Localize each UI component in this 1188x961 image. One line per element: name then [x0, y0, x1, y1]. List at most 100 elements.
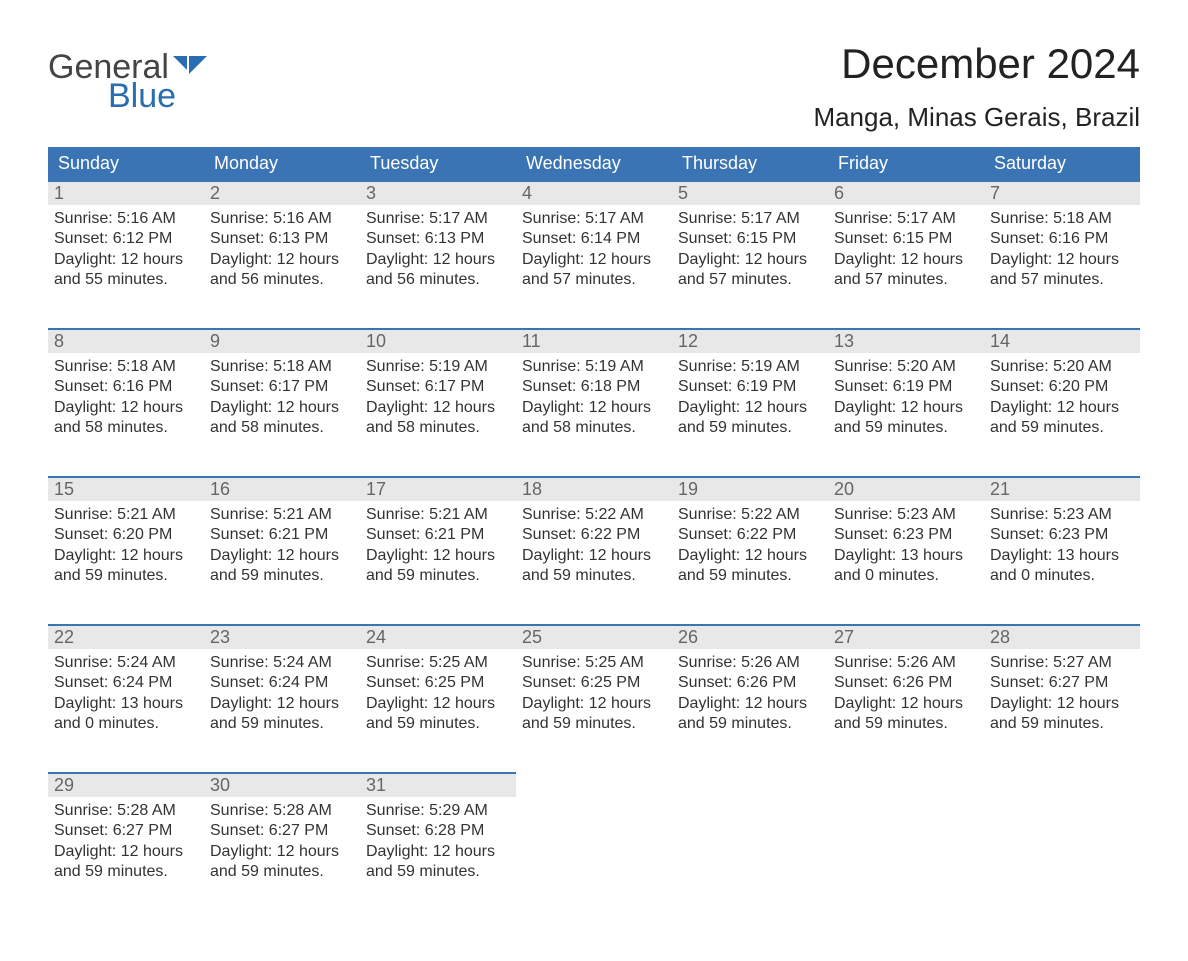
day-number: 16	[204, 478, 360, 501]
day-details: Sunrise: 5:18 AMSunset: 6:17 PMDaylight:…	[204, 353, 360, 443]
sunset-line: Sunset: 6:16 PM	[54, 377, 198, 397]
day-details: Sunrise: 5:22 AMSunset: 6:22 PMDaylight:…	[516, 501, 672, 591]
day-cell: 23Sunrise: 5:24 AMSunset: 6:24 PMDayligh…	[204, 625, 360, 773]
sunrise-line: Sunrise: 5:22 AM	[678, 505, 822, 525]
sunrise-line: Sunrise: 5:26 AM	[678, 653, 822, 673]
sunset-line: Sunset: 6:27 PM	[54, 821, 198, 841]
sunset-line: Sunset: 6:19 PM	[834, 377, 978, 397]
sunrise-line: Sunrise: 5:23 AM	[834, 505, 978, 525]
header-row: General Blue December 2024 Manga, Minas …	[48, 40, 1140, 133]
day-number: 22	[48, 626, 204, 649]
sunrise-line: Sunrise: 5:26 AM	[834, 653, 978, 673]
day-details: Sunrise: 5:23 AMSunset: 6:23 PMDaylight:…	[828, 501, 984, 591]
day-details: Sunrise: 5:28 AMSunset: 6:27 PMDaylight:…	[204, 797, 360, 887]
calendar-table: SundayMondayTuesdayWednesdayThursdayFrid…	[48, 147, 1140, 921]
sunset-line: Sunset: 6:22 PM	[678, 525, 822, 545]
day-number: 13	[828, 330, 984, 353]
weekday-header: Tuesday	[360, 147, 516, 181]
sunset-line: Sunset: 6:15 PM	[678, 229, 822, 249]
sunrise-line: Sunrise: 5:21 AM	[54, 505, 198, 525]
day-number: 30	[204, 774, 360, 797]
daylight-line: Daylight: 12 hours and 55 minutes.	[54, 250, 198, 291]
calendar-body: 1Sunrise: 5:16 AMSunset: 6:12 PMDaylight…	[48, 181, 1140, 921]
header-right: December 2024 Manga, Minas Gerais, Brazi…	[813, 40, 1140, 133]
day-details: Sunrise: 5:26 AMSunset: 6:26 PMDaylight:…	[672, 649, 828, 739]
day-number: 15	[48, 478, 204, 501]
calendar-week-row: 29Sunrise: 5:28 AMSunset: 6:27 PMDayligh…	[48, 773, 1140, 921]
daylight-line: Daylight: 12 hours and 59 minutes.	[834, 694, 978, 735]
day-cell: 12Sunrise: 5:19 AMSunset: 6:19 PMDayligh…	[672, 329, 828, 477]
day-cell: 20Sunrise: 5:23 AMSunset: 6:23 PMDayligh…	[828, 477, 984, 625]
day-cell: 18Sunrise: 5:22 AMSunset: 6:22 PMDayligh…	[516, 477, 672, 625]
day-cell: 22Sunrise: 5:24 AMSunset: 6:24 PMDayligh…	[48, 625, 204, 773]
day-details: Sunrise: 5:16 AMSunset: 6:13 PMDaylight:…	[204, 205, 360, 295]
day-number: 31	[360, 774, 516, 797]
day-details: Sunrise: 5:19 AMSunset: 6:17 PMDaylight:…	[360, 353, 516, 443]
sunset-line: Sunset: 6:22 PM	[522, 525, 666, 545]
day-details: Sunrise: 5:25 AMSunset: 6:25 PMDaylight:…	[516, 649, 672, 739]
day-details: Sunrise: 5:17 AMSunset: 6:13 PMDaylight:…	[360, 205, 516, 295]
day-details: Sunrise: 5:19 AMSunset: 6:19 PMDaylight:…	[672, 353, 828, 443]
daylight-line: Daylight: 12 hours and 59 minutes.	[54, 546, 198, 587]
sunrise-line: Sunrise: 5:25 AM	[366, 653, 510, 673]
day-details: Sunrise: 5:21 AMSunset: 6:20 PMDaylight:…	[48, 501, 204, 591]
sunrise-line: Sunrise: 5:20 AM	[990, 357, 1134, 377]
daylight-line: Daylight: 12 hours and 59 minutes.	[990, 398, 1134, 439]
daylight-line: Daylight: 12 hours and 59 minutes.	[834, 398, 978, 439]
weekday-header: Wednesday	[516, 147, 672, 181]
day-details: Sunrise: 5:20 AMSunset: 6:20 PMDaylight:…	[984, 353, 1140, 443]
day-details: Sunrise: 5:27 AMSunset: 6:27 PMDaylight:…	[984, 649, 1140, 739]
daylight-line: Daylight: 12 hours and 59 minutes.	[522, 546, 666, 587]
sunrise-line: Sunrise: 5:17 AM	[834, 209, 978, 229]
empty-cell	[516, 773, 672, 921]
day-number: 17	[360, 478, 516, 501]
sunrise-line: Sunrise: 5:28 AM	[210, 801, 354, 821]
sunset-line: Sunset: 6:17 PM	[210, 377, 354, 397]
calendar-week-row: 15Sunrise: 5:21 AMSunset: 6:20 PMDayligh…	[48, 477, 1140, 625]
sunset-line: Sunset: 6:19 PM	[678, 377, 822, 397]
day-cell: 14Sunrise: 5:20 AMSunset: 6:20 PMDayligh…	[984, 329, 1140, 477]
day-cell: 27Sunrise: 5:26 AMSunset: 6:26 PMDayligh…	[828, 625, 984, 773]
day-details: Sunrise: 5:16 AMSunset: 6:12 PMDaylight:…	[48, 205, 204, 295]
sunset-line: Sunset: 6:20 PM	[54, 525, 198, 545]
sunset-line: Sunset: 6:27 PM	[990, 673, 1134, 693]
month-title: December 2024	[813, 40, 1140, 88]
sunrise-line: Sunrise: 5:18 AM	[54, 357, 198, 377]
sunset-line: Sunset: 6:16 PM	[990, 229, 1134, 249]
day-cell: 5Sunrise: 5:17 AMSunset: 6:15 PMDaylight…	[672, 181, 828, 329]
day-cell: 24Sunrise: 5:25 AMSunset: 6:25 PMDayligh…	[360, 625, 516, 773]
weekday-header: Saturday	[984, 147, 1140, 181]
day-details: Sunrise: 5:21 AMSunset: 6:21 PMDaylight:…	[204, 501, 360, 591]
day-details: Sunrise: 5:26 AMSunset: 6:26 PMDaylight:…	[828, 649, 984, 739]
day-cell: 1Sunrise: 5:16 AMSunset: 6:12 PMDaylight…	[48, 181, 204, 329]
sunrise-line: Sunrise: 5:19 AM	[522, 357, 666, 377]
day-cell: 29Sunrise: 5:28 AMSunset: 6:27 PMDayligh…	[48, 773, 204, 921]
day-number: 2	[204, 182, 360, 205]
sunrise-line: Sunrise: 5:16 AM	[54, 209, 198, 229]
day-cell: 3Sunrise: 5:17 AMSunset: 6:13 PMDaylight…	[360, 181, 516, 329]
weekday-header: Friday	[828, 147, 984, 181]
daylight-line: Daylight: 12 hours and 57 minutes.	[990, 250, 1134, 291]
sunset-line: Sunset: 6:13 PM	[366, 229, 510, 249]
daylight-line: Daylight: 12 hours and 59 minutes.	[366, 842, 510, 883]
sunrise-line: Sunrise: 5:21 AM	[210, 505, 354, 525]
day-details: Sunrise: 5:24 AMSunset: 6:24 PMDaylight:…	[204, 649, 360, 739]
day-number: 27	[828, 626, 984, 649]
day-cell: 21Sunrise: 5:23 AMSunset: 6:23 PMDayligh…	[984, 477, 1140, 625]
daylight-line: Daylight: 12 hours and 58 minutes.	[210, 398, 354, 439]
weekday-header: Thursday	[672, 147, 828, 181]
logo-word-blue: Blue	[108, 77, 207, 116]
sunset-line: Sunset: 6:23 PM	[990, 525, 1134, 545]
day-cell: 19Sunrise: 5:22 AMSunset: 6:22 PMDayligh…	[672, 477, 828, 625]
day-number: 5	[672, 182, 828, 205]
day-cell: 7Sunrise: 5:18 AMSunset: 6:16 PMDaylight…	[984, 181, 1140, 329]
sunset-line: Sunset: 6:27 PM	[210, 821, 354, 841]
sunset-line: Sunset: 6:12 PM	[54, 229, 198, 249]
day-details: Sunrise: 5:17 AMSunset: 6:14 PMDaylight:…	[516, 205, 672, 295]
sunset-line: Sunset: 6:26 PM	[834, 673, 978, 693]
weekday-header: Monday	[204, 147, 360, 181]
day-cell: 31Sunrise: 5:29 AMSunset: 6:28 PMDayligh…	[360, 773, 516, 921]
day-number: 6	[828, 182, 984, 205]
daylight-line: Daylight: 12 hours and 59 minutes.	[210, 546, 354, 587]
sunrise-line: Sunrise: 5:28 AM	[54, 801, 198, 821]
